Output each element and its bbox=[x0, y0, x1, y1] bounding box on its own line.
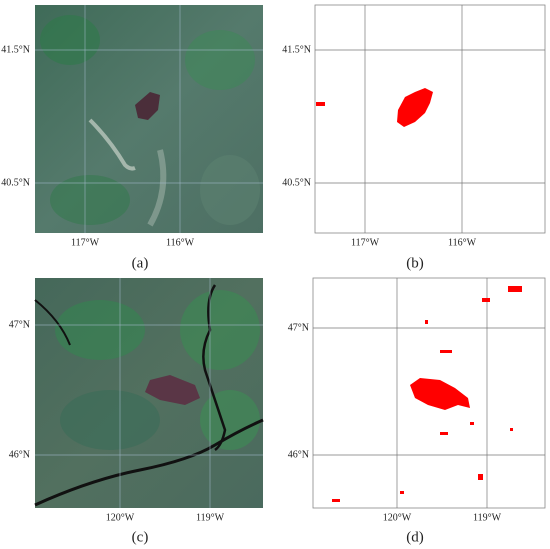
lon-label: 117°W bbox=[71, 237, 100, 248]
lon-label: 120°W bbox=[383, 512, 412, 523]
satellite-image bbox=[35, 5, 263, 233]
lat-label: 40.5°N bbox=[282, 177, 311, 188]
lat-label: 46°N bbox=[288, 449, 309, 460]
panel-label: (b) bbox=[406, 255, 424, 271]
lon-label: 116°W bbox=[166, 237, 195, 248]
lat-label: 47°N bbox=[9, 319, 30, 330]
lat-label: 40.5°N bbox=[1, 177, 30, 188]
lat-label: 41.5°N bbox=[282, 44, 311, 55]
panel-label: (a) bbox=[132, 255, 149, 271]
lon-label: 119°W bbox=[473, 512, 502, 523]
lon-label: 119°W bbox=[196, 512, 225, 523]
lon-label: 120°W bbox=[106, 512, 135, 523]
fire-map bbox=[312, 277, 546, 509]
fire-map bbox=[314, 4, 546, 234]
lat-label: 41.5°N bbox=[1, 44, 30, 55]
lon-label: 116°W bbox=[448, 237, 477, 248]
lat-label: 46°N bbox=[9, 449, 30, 460]
satellite-image bbox=[34, 278, 264, 508]
panel-label: (d) bbox=[406, 529, 424, 545]
lat-label: 47°N bbox=[288, 322, 309, 333]
panel-label: (c) bbox=[132, 529, 149, 545]
lon-label: 117°W bbox=[351, 237, 380, 248]
